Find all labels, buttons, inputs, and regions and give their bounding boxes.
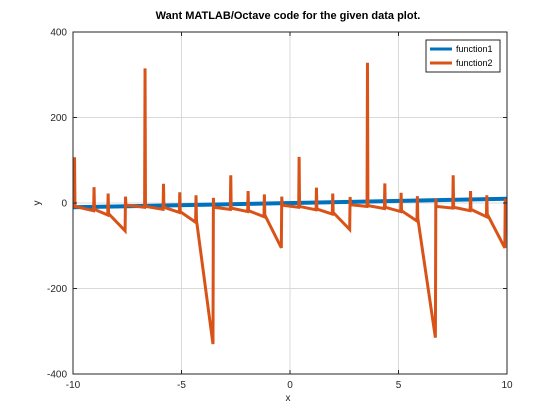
x-tick-label: 5 — [396, 380, 402, 391]
x-tick-label: -10 — [66, 380, 81, 391]
y-axis-label: y — [32, 201, 43, 206]
plot-area: -10 -5 0 5 10 -400 -200 0 200 400 — [47, 28, 513, 392]
legend-box — [425, 39, 501, 73]
x-tick-label: -5 — [177, 380, 186, 391]
x-tick-label: 10 — [501, 380, 513, 391]
legend-label-function1: function1 — [456, 44, 493, 54]
y-tick-label: 200 — [50, 113, 67, 124]
y-tick-label: 400 — [50, 28, 67, 39]
y-tick-label: -400 — [47, 370, 67, 381]
x-axis-label: x — [286, 393, 291, 404]
y-tick-label: -200 — [47, 284, 67, 295]
chart-title: Want MATLAB/Octave code for the given da… — [156, 10, 421, 22]
y-tick-label: 0 — [61, 199, 67, 210]
legend: function1 function2 — [425, 39, 501, 73]
series-line-function2 — [72, 62, 508, 345]
legend-label-function2: function2 — [456, 58, 493, 68]
x-tick-label: 0 — [287, 380, 293, 391]
